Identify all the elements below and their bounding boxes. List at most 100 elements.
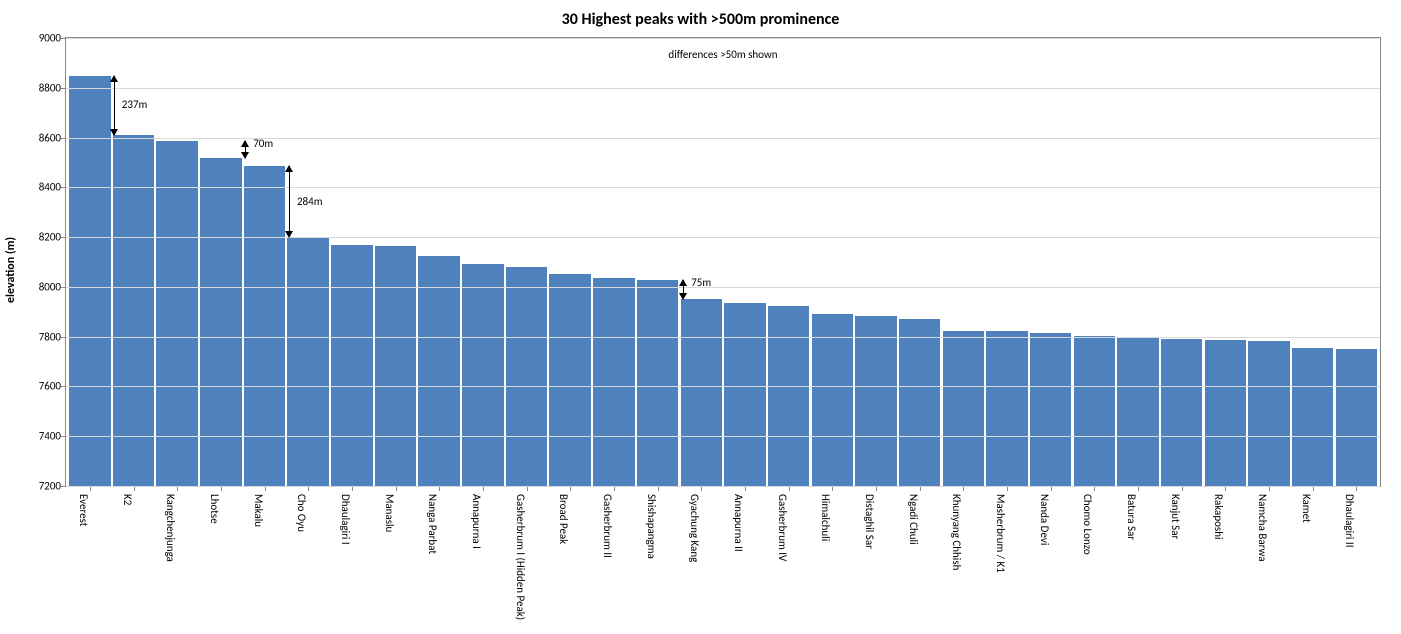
y-axis-label: elevation (m) [4, 237, 18, 303]
bar [1117, 338, 1158, 486]
gridline [66, 287, 1380, 288]
bar [768, 306, 809, 486]
bar-slot: Shishapangma [636, 38, 680, 486]
xtick-label: Nanda Devi [1038, 494, 1051, 545]
xtick-label: Kamet [1300, 494, 1313, 523]
bar-slot: Batura Sar [1116, 38, 1160, 486]
gridline [66, 237, 1380, 238]
bar-slot: Cho Oyu [286, 38, 330, 486]
bar [1074, 336, 1115, 486]
gridline [66, 88, 1380, 89]
xtick-label: Kangchenjunga [164, 494, 177, 562]
bar [986, 331, 1027, 486]
bar [943, 331, 984, 486]
bar [506, 267, 547, 486]
xtick-label: Masherbrum / K1 [994, 494, 1007, 573]
bar-slot: Gasherbrum IV [767, 38, 811, 486]
ytick-label: 7200 [39, 480, 66, 493]
bar [287, 237, 328, 486]
bar-slot: Kanjut Sar [1160, 38, 1204, 486]
bar [1292, 348, 1333, 486]
xtick-label: Gasherbrum I (Hidden Peak) [514, 494, 527, 620]
ytick-label: 7400 [39, 430, 66, 443]
bar [1248, 341, 1289, 486]
bar-slot: Khunyang Chhish [941, 38, 985, 486]
bar-slot: K2 [112, 38, 156, 486]
bar [593, 278, 634, 486]
bar-slot: Gyachung Kang [679, 38, 723, 486]
bar-slot: Himalchuli [810, 38, 854, 486]
xtick-label: Distaghil Sar [863, 494, 876, 549]
gridline [66, 138, 1380, 139]
bar-slot: Annapurna I [461, 38, 505, 486]
bar-slot: Kamet [1291, 38, 1335, 486]
bar [549, 274, 590, 486]
bar-slot: Makalu [243, 38, 287, 486]
bar [1205, 340, 1246, 486]
bar-slot: Annapurna II [723, 38, 767, 486]
xtick-label: Lhotse [208, 494, 221, 524]
bar-slot: Gasherbrum I (Hidden Peak) [505, 38, 549, 486]
ytick-label: 8400 [39, 181, 66, 194]
xtick-label: Chomo Lonzo [1081, 494, 1094, 555]
ytick-label: 8600 [39, 131, 66, 144]
xtick-label: Annapurna II [732, 494, 745, 552]
xtick-label: Makalu [252, 494, 265, 527]
xtick-label: Kanjut Sar [1169, 494, 1182, 539]
xtick-label: Annapurna I [470, 494, 483, 549]
bar [724, 303, 765, 486]
xtick-label: Gasherbrum II [601, 494, 614, 558]
bar-slot: Masherbrum / K1 [985, 38, 1029, 486]
xtick-label: Gasherbrum IV [776, 494, 789, 561]
bar-slot: Manaslu [374, 38, 418, 486]
bar-slot: Namcha Barwa [1247, 38, 1291, 486]
bar-slot: Nanga Parbat [417, 38, 461, 486]
bar-slot: Distaghil Sar [854, 38, 898, 486]
bar-slot: Dhaulagiri II [1334, 38, 1378, 486]
chart-area: elevation (m) differences >50m shown Eve… [10, 37, 1391, 597]
bar-slot: Rakaposhi [1203, 38, 1247, 486]
bar [156, 141, 197, 486]
ytick-label: 8800 [39, 81, 66, 94]
xtick-label: Manaslu [383, 494, 396, 532]
xtick-label: K2 [121, 494, 134, 505]
gridline [66, 337, 1380, 338]
ytick-label: 7800 [39, 330, 66, 343]
plot-container: differences >50m shown EverestK2Kangchen… [65, 37, 1381, 487]
bar [681, 299, 722, 486]
bar-slot: Everest [68, 38, 112, 486]
bar [1030, 333, 1071, 486]
xtick-label: Gyachung Kang [688, 494, 701, 562]
xtick-label: Khunyang Chhish [950, 494, 963, 570]
ytick-label: 8200 [39, 231, 66, 244]
xtick-label: Rakaposhi [1212, 494, 1225, 540]
bar [899, 319, 940, 486]
bar [812, 314, 853, 486]
bar [855, 316, 896, 486]
xtick-label: Ngadi Chuli [907, 494, 920, 545]
bar-slot: Dhaulagiri I [330, 38, 374, 486]
xtick-label: Dhaulagiri II [1343, 494, 1356, 547]
gridline [66, 486, 1380, 487]
bar [637, 280, 678, 486]
gridline [66, 38, 1380, 39]
bar [244, 166, 285, 486]
xtick-label: Himalchuli [819, 494, 832, 541]
ytick-label: 9000 [39, 32, 66, 45]
bar-slot: Ngadi Chuli [898, 38, 942, 486]
plot-inner: differences >50m shown EverestK2Kangchen… [66, 38, 1380, 486]
bar-slot: Nanda Devi [1029, 38, 1073, 486]
chart-title: 30 Highest peaks with >500m prominence [10, 10, 1391, 29]
bar [1336, 349, 1377, 486]
bar [1161, 339, 1202, 486]
xtick-label: Cho Oyu [295, 494, 308, 532]
bar-slot: Gasherbrum II [592, 38, 636, 486]
xtick-label: Dhaulagiri I [339, 494, 352, 545]
xtick-label: Nanga Parbat [426, 494, 439, 554]
bar-slot: Chomo Lonzo [1072, 38, 1116, 486]
bar [331, 245, 372, 486]
bars-container: EverestK2KangchenjungaLhotseMakaluCho Oy… [66, 38, 1380, 486]
xtick-label: Shishapangma [645, 494, 658, 559]
xtick-label: Namcha Barwa [1256, 494, 1269, 562]
ytick-label: 8000 [39, 280, 66, 293]
